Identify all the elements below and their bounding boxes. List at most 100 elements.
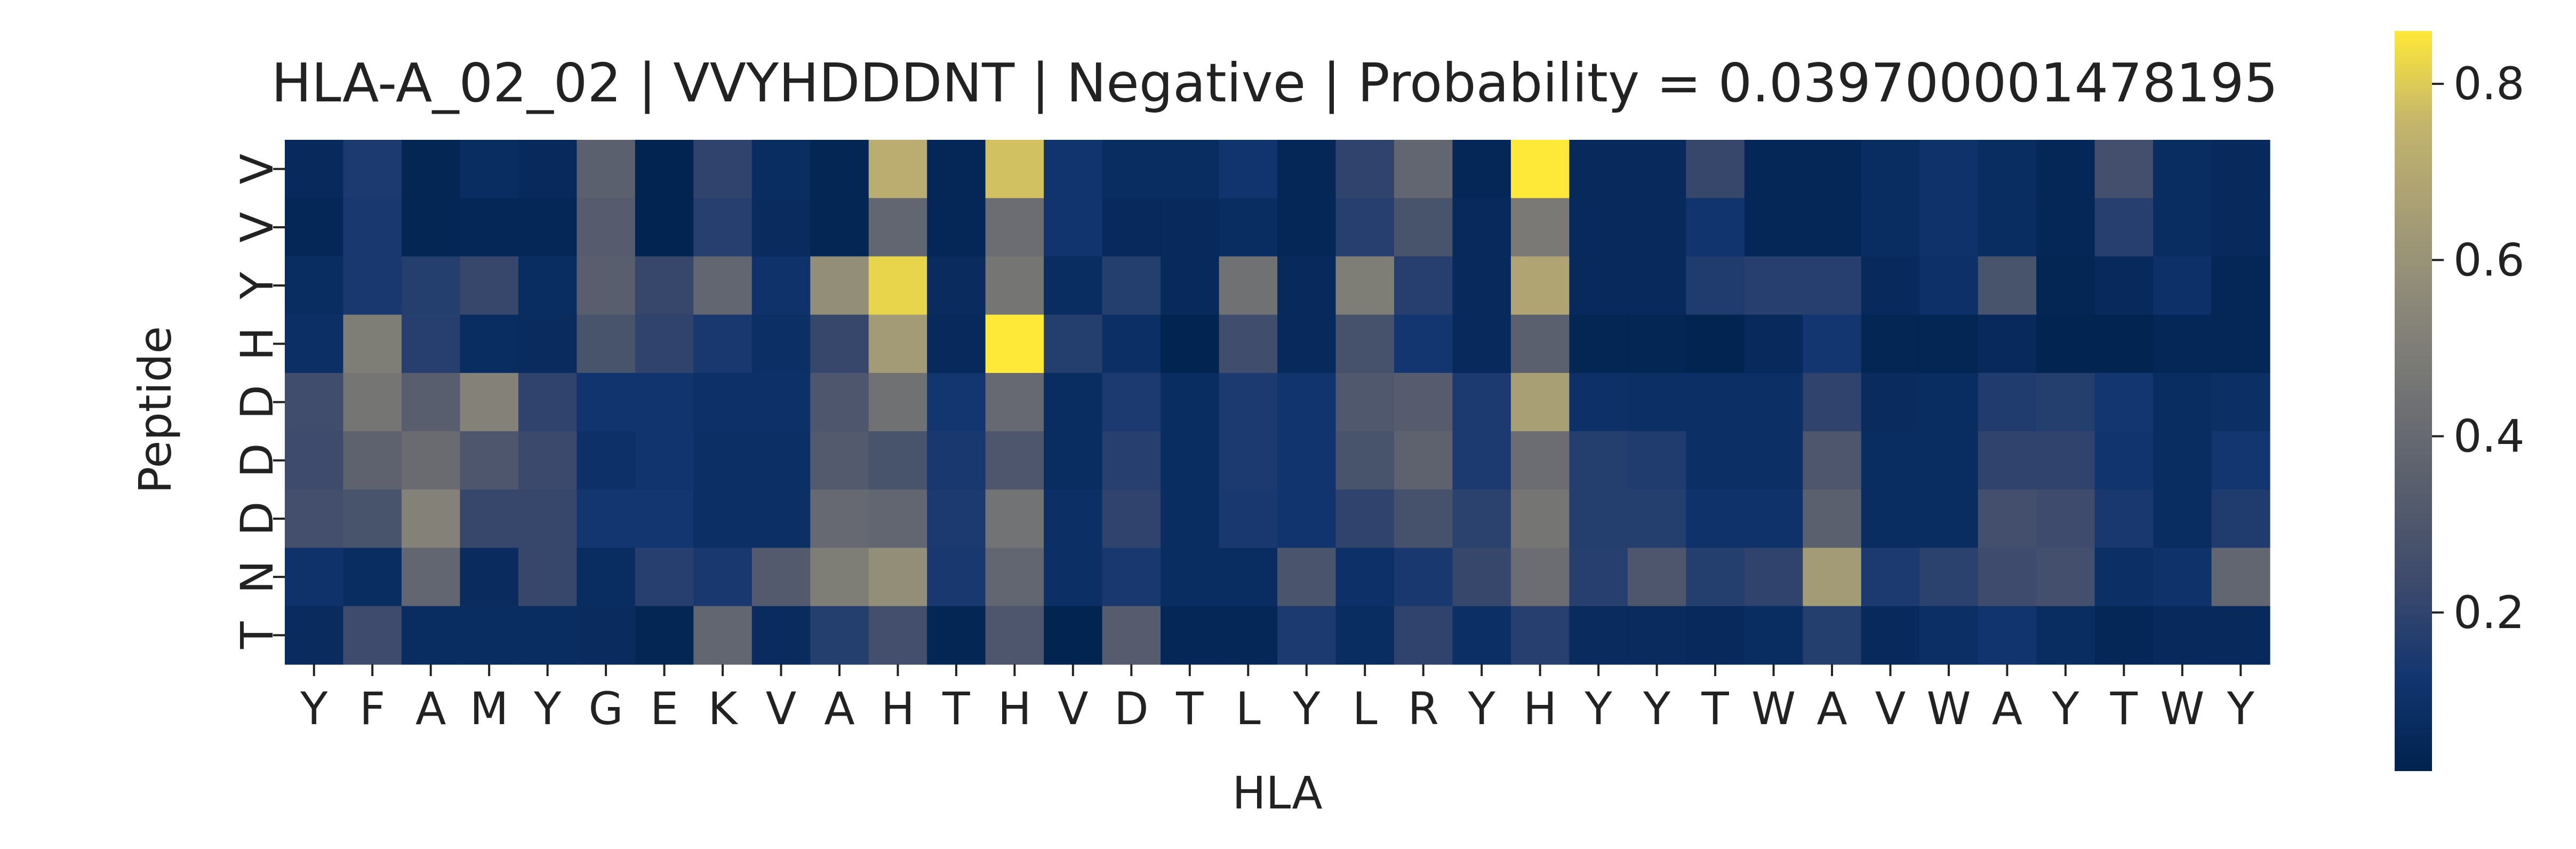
- heatmap-cell-r8-c30: [2036, 606, 2095, 665]
- heatmap-cell-r5-c11: [927, 431, 986, 490]
- heatmap-cell-r6-c1: [343, 489, 402, 549]
- heatmap-cell-r5-c15: [1161, 431, 1220, 490]
- heatmap-cell-r3-c2: [401, 314, 461, 374]
- heatmap-cell-r1-c32: [2153, 198, 2212, 257]
- heatmap-cell-r2-c2: [401, 256, 461, 315]
- heatmap-cell-r8-c32: [2153, 606, 2212, 665]
- heatmap-cell-r7-c28: [1919, 548, 1979, 607]
- heatmap-cell-r6-c21: [1510, 489, 1570, 549]
- heatmap-cell-r4-c17: [1277, 372, 1337, 432]
- x-tick-label: H: [881, 683, 915, 735]
- heatmap-cell-r5-c9: [810, 431, 869, 490]
- heatmap-cell-r3-c31: [2094, 314, 2154, 374]
- y-tick-label: H: [231, 327, 283, 361]
- heatmap-cell-r2-c6: [635, 256, 694, 315]
- heatmap-cell-r1-c9: [810, 198, 869, 257]
- chart-title: HLA-A_02_02 | VVYHDDDNT | Negative | Pro…: [271, 52, 2278, 114]
- heatmap-cell-r3-c10: [868, 314, 927, 374]
- heatmap-cell-r6-c29: [1978, 489, 2037, 549]
- heatmap-cell-r3-c5: [577, 314, 636, 374]
- heatmap-cell-r7-c17: [1277, 548, 1337, 607]
- heatmap-cell-r1-c19: [1394, 198, 1453, 257]
- heatmap-cell-r5-c23: [1627, 431, 1686, 490]
- y-tick-label: Y: [231, 272, 283, 300]
- heatmap-cell-r4-c27: [1861, 372, 1920, 432]
- heatmap-cell-r0-c26: [1803, 140, 1862, 199]
- heatmap-cell-r0-c19: [1394, 140, 1453, 199]
- heatmap-cell-r3-c24: [1686, 314, 1745, 374]
- heatmap-cell-r7-c0: [285, 548, 344, 607]
- heatmap-cell-r7-c23: [1627, 548, 1686, 607]
- heatmap-cell-r7-c18: [1335, 548, 1395, 607]
- x-tick-label: Y: [533, 683, 562, 735]
- heatmap-cell-r6-c7: [693, 489, 753, 549]
- heatmap-cell-r3-c4: [518, 314, 577, 374]
- heatmap-cell-r1-c14: [1102, 198, 1161, 257]
- y-axis-label: Peptide: [129, 326, 181, 494]
- heatmap-cell-r4-c10: [868, 372, 927, 432]
- heatmap-cell-r7-c33: [2211, 548, 2270, 607]
- heatmap-cell-r7-c10: [868, 548, 927, 607]
- heatmap-cell-r3-c0: [285, 314, 344, 374]
- x-tick-label: L: [1353, 683, 1378, 735]
- heatmap-cell-r6-c10: [868, 489, 927, 549]
- colorbar-tick-label: 0.4: [2453, 410, 2525, 463]
- heatmap-cell-r0-c12: [985, 140, 1044, 199]
- heatmap-cell-r0-c15: [1161, 140, 1220, 199]
- heatmap-cell-r1-c28: [1919, 198, 1979, 257]
- heatmap-cell-r8-c16: [1219, 606, 1278, 665]
- heatmap-cell-r8-c17: [1277, 606, 1337, 665]
- heatmap-cell-r7-c1: [343, 548, 402, 607]
- x-tick-label: Y: [1584, 683, 1612, 735]
- heatmap-cell-r6-c4: [518, 489, 577, 549]
- x-tick-label: T: [1701, 683, 1729, 735]
- heatmap-cell-r6-c31: [2094, 489, 2154, 549]
- heatmap-cell-r4-c1: [343, 372, 402, 432]
- heatmap-cell-r3-c6: [635, 314, 694, 374]
- heatmap-cell-r4-c11: [927, 372, 986, 432]
- x-tick-label: K: [708, 683, 738, 735]
- x-tick-label: H: [998, 683, 1031, 735]
- heatmap-cell-r0-c28: [1919, 140, 1979, 199]
- heatmap-cell-r4-c22: [1569, 372, 1628, 432]
- heatmap-cell-r7-c20: [1452, 548, 1511, 607]
- heatmap-cell-r5-c0: [285, 431, 344, 490]
- heatmap-cell-r0-c10: [868, 140, 927, 199]
- heatmap-cell-r4-c28: [1919, 372, 1979, 432]
- heatmap-cell-r6-c3: [460, 489, 519, 549]
- heatmap-cell-r2-c25: [1744, 256, 1803, 315]
- heatmap-cell-r8-c2: [401, 606, 461, 665]
- heatmap-cell-r8-c26: [1803, 606, 1862, 665]
- heatmap-cell-r8-c11: [927, 606, 986, 665]
- heatmap-cell-r8-c23: [1627, 606, 1686, 665]
- heatmap-cell-r1-c20: [1452, 198, 1511, 257]
- heatmap-cell-r5-c26: [1803, 431, 1862, 490]
- heatmap-cell-r8-c21: [1510, 606, 1570, 665]
- heatmap-cell-r3-c17: [1277, 314, 1337, 374]
- x-tick-label: V: [1058, 683, 1088, 735]
- heatmap-cell-r6-c28: [1919, 489, 1979, 549]
- heatmap-cell-r8-c12: [985, 606, 1044, 665]
- heatmap-cell-r5-c12: [985, 431, 1044, 490]
- heatmap-cell-r4-c32: [2153, 372, 2212, 432]
- colorbar-tick-label: 0.2: [2453, 586, 2525, 639]
- heatmap-cell-r5-c14: [1102, 431, 1161, 490]
- heatmap-cell-r2-c24: [1686, 256, 1745, 315]
- heatmap-cell-r8-c29: [1978, 606, 2037, 665]
- heatmap-cell-r7-c21: [1510, 548, 1570, 607]
- heatmap-cell-r4-c21: [1510, 372, 1570, 432]
- heatmap-cell-r2-c17: [1277, 256, 1337, 315]
- heatmap-cell-r7-c16: [1219, 548, 1278, 607]
- heatmap-cell-r3-c3: [460, 314, 519, 374]
- heatmap-cell-r0-c17: [1277, 140, 1337, 199]
- heatmap-cell-r2-c10: [868, 256, 927, 315]
- heatmap-cell-r2-c9: [810, 256, 869, 315]
- heatmap-cell-r3-c19: [1394, 314, 1453, 374]
- heatmap-cell-r5-c21: [1510, 431, 1570, 490]
- heatmap-cell-r7-c29: [1978, 548, 2037, 607]
- heatmap-cell-r5-c20: [1452, 431, 1511, 490]
- heatmap-cell-r5-c18: [1335, 431, 1395, 490]
- heatmap-cell-r4-c14: [1102, 372, 1161, 432]
- heatmap-cell-r4-c3: [460, 372, 519, 432]
